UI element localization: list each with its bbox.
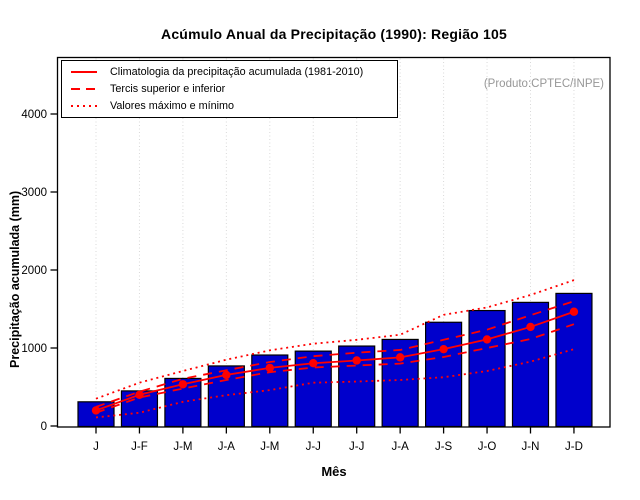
x-tick-label: J-J (306, 441, 321, 453)
legend-item-terciles: Tercis superior e inferior (71, 82, 397, 96)
tercil-inferior-line (95, 323, 575, 414)
chart-title: Acúmulo Anual da Precipitação (1990): Re… (161, 26, 507, 42)
dotted-line-icon (71, 105, 97, 107)
climatology-point (91, 406, 101, 415)
bar-J-A (381, 338, 419, 428)
x-tick-label: J-S (435, 441, 453, 453)
valor-m-nimo-line (95, 348, 575, 419)
climatologia-da-precipita-o-acumulada-1981-2010--line (95, 310, 575, 412)
y-tick-label: 0 (41, 421, 47, 433)
climatology-point (482, 335, 492, 344)
climatology-point (222, 370, 231, 380)
y-tick-label: 4000 (21, 109, 47, 121)
climatology-point (178, 380, 188, 389)
legend-label-climatology: Climatologia da precipitação acumulada (… (110, 65, 364, 78)
solid-line-icon (71, 71, 97, 73)
product-watermark: (Produto:CPTEC/INPE) (483, 78, 604, 90)
climatology-point (135, 390, 144, 399)
climatology-point (352, 356, 361, 365)
legend-label-minmax: Valores máximo e mínimo (110, 99, 235, 112)
climatology-point (526, 322, 535, 332)
legend-label-terciles: Tercis superior e inferior (110, 82, 226, 95)
x-tick-label: J (93, 441, 99, 453)
y-axis-label: Precipitação acumulada (mm) (8, 190, 22, 368)
tercil-superior-line (95, 300, 575, 408)
legend-item-climatology: Climatologia da precipitação acumulada (… (71, 65, 397, 79)
y-tick-label: 1000 (21, 343, 47, 355)
x-tick-label: J-N (522, 441, 540, 453)
legend-item-minmax: Valores máximo e mínimo (71, 99, 397, 113)
climatology-point (569, 307, 579, 316)
x-tick-label: J-D (565, 441, 583, 453)
climatology-point (395, 353, 405, 362)
x-tick-label: J-J (349, 441, 364, 453)
x-tick-label: J-M (173, 441, 192, 453)
x-tick-label: J-O (478, 441, 497, 453)
plot-frame (56, 56, 611, 428)
bar-J-N (511, 301, 550, 428)
legend-box: Climatologia da precipitação acumulada (… (61, 60, 398, 118)
x-tick-label: J-M (260, 441, 279, 453)
climatology-point (439, 344, 448, 354)
dashed-line-icon (71, 88, 97, 90)
climatology-point (309, 359, 318, 368)
x-axis-label: Mês (321, 464, 347, 479)
y-tick-label: 2000 (21, 265, 47, 277)
x-tick-label: J-A (218, 441, 236, 453)
x-tick-label: J-A (392, 441, 410, 453)
x-tick-label: J-F (131, 441, 148, 453)
climatology-point (265, 363, 274, 373)
y-tick-label: 3000 (21, 187, 47, 199)
bar-J-S (425, 321, 463, 428)
